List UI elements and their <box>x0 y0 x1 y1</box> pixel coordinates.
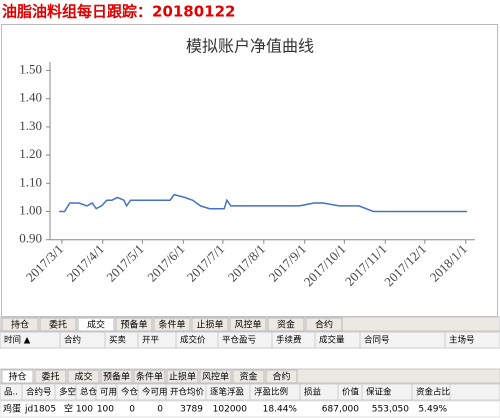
column-header[interactable]: 成交价 <box>180 335 206 346</box>
tab[interactable] <box>1 369 34 384</box>
table-cell: 5.49% <box>418 405 447 415</box>
tab[interactable] <box>100 369 133 384</box>
column-header[interactable]: 平仓盈亏 <box>222 335 256 346</box>
tab[interactable] <box>166 369 199 384</box>
column-header[interactable]: 价值 <box>342 387 360 398</box>
column-header[interactable]: 损益 <box>304 387 322 398</box>
tab[interactable] <box>199 369 232 384</box>
tab[interactable] <box>305 317 343 332</box>
tab[interactable] <box>229 317 267 332</box>
table-cell: 3789 <box>180 405 203 415</box>
header-row <box>0 331 500 349</box>
tab-label[interactable]: 持仓 <box>8 371 26 383</box>
table-cell: 100 <box>97 405 114 415</box>
page-title: 油脂油料组每日跟踪：20180122 <box>2 3 236 21</box>
table-cell: 687,000 <box>322 405 359 415</box>
table-cell: 100 <box>76 405 93 415</box>
table-cell: 鸡蛋 <box>3 403 21 415</box>
tab[interactable] <box>265 369 298 384</box>
tab-label[interactable]: 合约 <box>315 319 333 331</box>
y-tick-label: 1.30 <box>19 118 42 133</box>
column-header[interactable]: 资金占比 <box>416 387 450 398</box>
tab-label[interactable]: 预备单 <box>103 371 130 383</box>
table-cell: 553,050 <box>372 405 409 415</box>
tab[interactable] <box>67 369 100 384</box>
column-header[interactable]: 可用 <box>100 388 117 398</box>
tab-label[interactable]: 风控单 <box>202 371 229 383</box>
tab-label[interactable]: 成交 <box>87 319 105 331</box>
table-row <box>0 400 500 418</box>
y-tick-label: 0.90 <box>19 231 42 246</box>
column-header[interactable]: 总仓 <box>80 387 98 398</box>
column-header[interactable]: 开平 <box>142 336 160 346</box>
tab[interactable] <box>77 317 115 332</box>
y-tick-label: 1.50 <box>19 61 42 76</box>
y-tick-label: 1.10 <box>19 174 42 189</box>
column-header[interactable]: 成交量 <box>319 335 345 346</box>
table-cell: jd1805 <box>24 405 56 415</box>
tab-label[interactable]: 预备单 <box>120 319 147 331</box>
column-header[interactable]: 主场号 <box>449 335 475 346</box>
tab[interactable] <box>1 317 39 332</box>
net-value-line <box>59 193 468 213</box>
tab[interactable] <box>115 317 153 332</box>
tab[interactable] <box>267 317 305 332</box>
tab-label[interactable]: 委托 <box>41 371 59 383</box>
column-header[interactable]: 合约号 <box>26 387 52 398</box>
table-cell: 空 <box>64 403 73 415</box>
tab[interactable] <box>153 317 191 332</box>
tab-label[interactable]: 条件单 <box>136 371 163 383</box>
column-header[interactable]: 品.. <box>4 388 18 398</box>
tab[interactable] <box>191 317 229 332</box>
y-tick-label: 1.20 <box>19 146 42 161</box>
table-cell: 18.44% <box>263 405 298 415</box>
table-cell: 0 <box>157 405 163 415</box>
column-header[interactable]: 买卖 <box>109 336 127 346</box>
tab[interactable] <box>34 369 67 384</box>
tab-label[interactable]: 资金 <box>277 319 295 331</box>
tab-label[interactable]: 止损单 <box>196 319 223 331</box>
column-header[interactable]: 开仓均价 <box>170 387 205 398</box>
tab[interactable] <box>39 317 77 332</box>
column-header[interactable]: 浮盈比例 <box>254 387 288 398</box>
column-header[interactable]: 时间 ▲ <box>4 335 31 346</box>
y-tick-label: 1.40 <box>19 90 42 105</box>
y-tick-label: 1.00 <box>19 202 42 217</box>
tab-label[interactable]: 止损单 <box>169 371 196 383</box>
column-header[interactable]: 手续费 <box>276 335 302 346</box>
tab[interactable] <box>133 369 166 384</box>
column-header[interactable]: 合约 <box>64 335 81 346</box>
column-header[interactable]: 保证金 <box>366 387 392 398</box>
column-header[interactable]: 逐笔浮盈 <box>210 387 245 398</box>
tab-label[interactable]: 资金 <box>239 371 257 383</box>
tab-label[interactable]: 风控单 <box>234 319 261 331</box>
chart-frame <box>1 24 498 317</box>
tab-label[interactable]: 成交 <box>74 371 92 383</box>
tab-label[interactable]: 委托 <box>49 319 67 331</box>
column-header[interactable]: 今可用 <box>142 387 168 398</box>
chart-title: 模拟账户净值曲线 <box>186 37 314 56</box>
column-header[interactable]: 今仓 <box>121 387 139 398</box>
tab-label[interactable]: 条件单 <box>158 319 185 331</box>
tab-label[interactable]: 持仓 <box>11 319 29 331</box>
table-cell: 102000 <box>213 405 248 415</box>
column-header[interactable]: 多空 <box>59 387 76 398</box>
column-header[interactable]: 合同号 <box>364 335 390 346</box>
tab[interactable] <box>232 369 265 384</box>
table-cell: 0 <box>129 405 135 415</box>
tab-label[interactable]: 合约 <box>272 371 290 383</box>
